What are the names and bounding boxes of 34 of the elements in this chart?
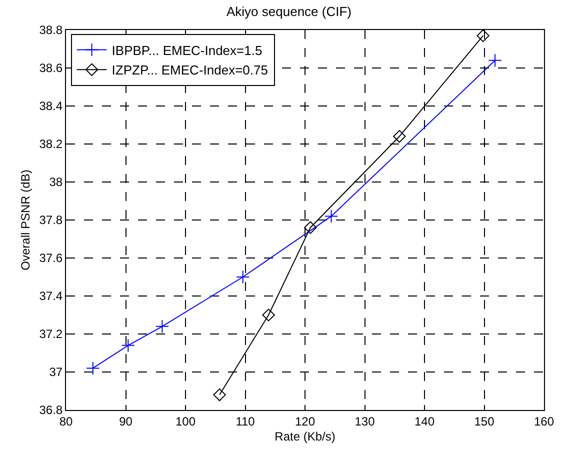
- point: [155, 320, 169, 334]
- point: [304, 221, 317, 234]
- point: [236, 270, 250, 284]
- point: [393, 130, 406, 143]
- point: [121, 338, 135, 352]
- y-tick-label: 37: [49, 365, 63, 380]
- x-tick-label: 150: [474, 414, 495, 428]
- point: [488, 54, 502, 68]
- point: [213, 388, 226, 402]
- x-axis-title: Rate (Kb/s): [274, 429, 336, 444]
- x-tick-label: 100: [175, 414, 196, 428]
- y-tick-label: 37.2: [39, 327, 63, 342]
- x-tick-label: 140: [414, 414, 435, 428]
- x-tick-label: 90: [119, 414, 133, 428]
- y-axis-title: Overall PSNR (dB): [18, 170, 33, 270]
- y-tick-label: 37.6: [39, 251, 63, 266]
- point: [324, 209, 338, 223]
- point: [86, 361, 100, 375]
- legend-label: IZPZP... EMEC-Index=0.75: [112, 62, 268, 78]
- chart-title: Akiyo sequence (CIF): [226, 4, 352, 19]
- y-tick-label: 37.4: [39, 289, 63, 304]
- x-tick-label: 130: [354, 414, 376, 428]
- y-tick-label: 38.6: [39, 61, 63, 76]
- point: [262, 308, 275, 322]
- y-tick-label: 38.2: [39, 137, 63, 152]
- x-tick-label: 120: [294, 414, 316, 428]
- legend-label: IBPBP... EMEC-Index=1.5: [112, 42, 262, 58]
- x-tick-label: 110: [236, 414, 256, 428]
- y-tick-label: 38.8: [39, 23, 63, 38]
- y-tick-label: 38.4: [39, 99, 63, 114]
- y-tick-label: 37.8: [39, 213, 63, 228]
- point: [476, 30, 490, 42]
- x-tick-label: 160: [534, 414, 554, 428]
- y-tick-label: 38: [49, 175, 63, 190]
